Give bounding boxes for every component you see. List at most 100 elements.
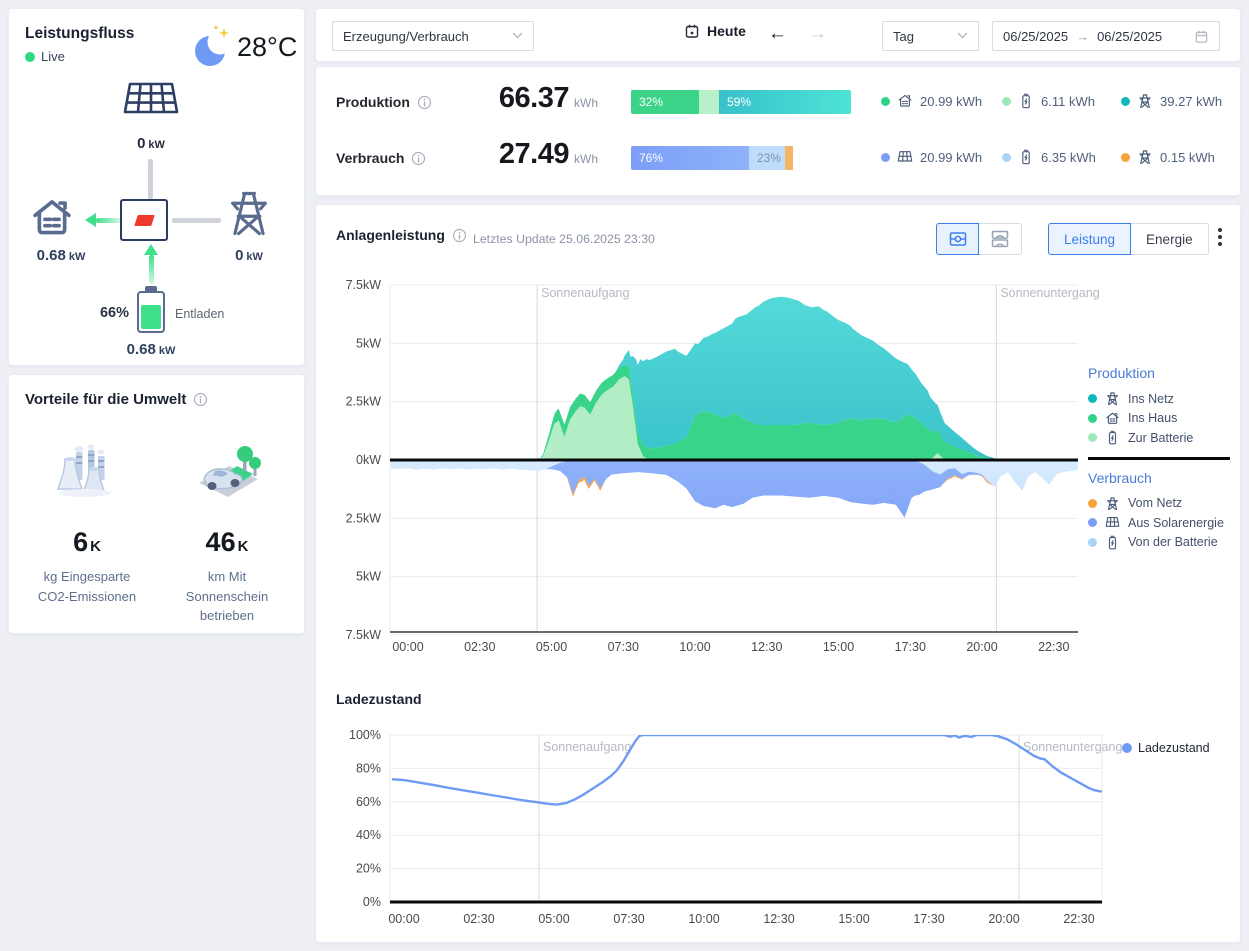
- stat-value: 20.99 kWh: [920, 93, 983, 109]
- temperature: 28°C: [237, 32, 298, 62]
- date-range-picker[interactable]: 06/25/2025 → 06/25/2025: [992, 21, 1220, 51]
- svg-text:02:30: 02:30: [464, 640, 495, 654]
- legend-label: Vom Netz: [1128, 496, 1183, 511]
- pylon-icon: [1105, 496, 1120, 511]
- summary-card: Produktion 66.37 kWh 32% 59% 20.99 kWh 6.11…: [315, 66, 1241, 196]
- soc-chart-title: Ladezustand: [336, 691, 422, 707]
- date-range-arrow-icon: →: [1076, 28, 1090, 44]
- svg-text:12:30: 12:30: [751, 640, 782, 654]
- info-icon[interactable]: [452, 228, 467, 243]
- svg-text:20%: 20%: [356, 862, 381, 876]
- stat-value: 39.27 kWh: [1160, 93, 1223, 109]
- legend-dot-icon: [1088, 394, 1097, 404]
- legend-item-zur-batterie[interactable]: Zur Batterie: [1088, 428, 1244, 448]
- legend-production-header: Produktion: [1088, 365, 1155, 381]
- house-icon: [1105, 411, 1120, 426]
- house-icon: [29, 195, 75, 246]
- solar-panel-icon: [897, 149, 913, 165]
- consumption-total: 27.49 kWh: [498, 138, 598, 170]
- house-icon: [897, 93, 913, 109]
- power-flow-title: Leistungsfluss: [25, 25, 135, 42]
- consumption-bar: 76% 23%: [631, 146, 851, 170]
- svg-text:12:30: 12:30: [763, 912, 794, 926]
- legend-item-ins-haus[interactable]: Ins Haus: [1088, 409, 1244, 429]
- production-stats: 20.99 kWh 6.11 kWh 39.27 kWh: [881, 93, 1222, 109]
- battery-soc: 66%: [99, 305, 129, 321]
- tab-energie[interactable]: Energie: [1131, 223, 1209, 255]
- live-label: Live: [41, 49, 65, 64]
- stat-item-pylon-icon-0: 39.27 kWh: [1121, 93, 1222, 109]
- stat-item-solar-panel-icon-1: 20.99 kWh: [881, 149, 1002, 165]
- legend-item-aus-solarenergie[interactable]: Aus Solarenergie: [1088, 513, 1244, 533]
- combined-chart-button[interactable]: [936, 223, 979, 255]
- next-day-button[interactable]: →: [808, 23, 827, 44]
- soc-line-series: [391, 735, 1102, 806]
- power-flow-card: Leistungsfluss Live 28°C 0 kW 0.68 kW 0 kW …: [8, 8, 305, 366]
- calendar-icon: [1194, 29, 1209, 44]
- stat-value: 6.35 kWh: [1041, 149, 1096, 165]
- info-icon[interactable]: [411, 151, 426, 166]
- svg-text:40%: 40%: [356, 828, 381, 842]
- svg-text:02:30: 02:30: [463, 912, 494, 926]
- svg-text:7.5kW: 7.5kW: [346, 628, 382, 642]
- area-series-ins-netz: [390, 296, 1078, 460]
- bar-segment-23%: 23%: [749, 146, 785, 170]
- house-value: 0.68 kW: [36, 247, 86, 264]
- stat-value: 0.15 kWh: [1160, 149, 1215, 165]
- svg-text:2.5kW: 2.5kW: [346, 511, 382, 525]
- svg-text:22:30: 22:30: [1063, 912, 1094, 926]
- svg-text:10:00: 10:00: [688, 912, 719, 926]
- area-series-von-der-batterie: [390, 460, 1078, 491]
- moon-icon: [191, 23, 235, 74]
- svg-text:5kW: 5kW: [356, 336, 381, 350]
- info-icon[interactable]: [417, 95, 432, 110]
- svg-text:05:00: 05:00: [538, 912, 569, 926]
- area-series-ins-haus: [390, 364, 1078, 460]
- soc-legend-item[interactable]: Ladezustand: [1122, 741, 1210, 755]
- area-series-aus-solarenergie: [390, 460, 1078, 518]
- kebab-menu-icon[interactable]: [1214, 224, 1226, 250]
- svg-text:2.5kW: 2.5kW: [346, 395, 382, 409]
- legend-label: Ins Haus: [1128, 411, 1178, 426]
- consumption-label: Verbrauch: [336, 150, 426, 166]
- svg-text:20:00: 20:00: [966, 640, 997, 654]
- info-icon[interactable]: [193, 392, 208, 407]
- stat-item-house-icon-0: 20.99 kWh: [881, 93, 1002, 109]
- chevron-down-icon: [512, 32, 523, 40]
- sunset-line-label: Sonnenuntergang: [1000, 286, 1099, 300]
- svg-text:15:00: 15:00: [823, 640, 854, 654]
- prev-day-button[interactable]: ←: [768, 23, 787, 44]
- solar-value: 0 kW: [137, 135, 165, 152]
- solar-car-icon: [195, 441, 261, 510]
- split-chart-button[interactable]: [979, 223, 1022, 255]
- flow-arrow-from-battery-tail: [148, 255, 154, 284]
- svg-text:7.5kW: 7.5kW: [346, 278, 382, 292]
- solar-panel-icon: [123, 81, 179, 128]
- pylon-icon: [1105, 391, 1120, 406]
- legend-label: Aus Solarenergie: [1128, 515, 1224, 530]
- svg-text:07:30: 07:30: [608, 640, 639, 654]
- svg-text:5kW: 5kW: [356, 570, 381, 584]
- panel-icon: [1105, 515, 1120, 530]
- date-from: 06/25/2025: [1003, 28, 1069, 44]
- chart-view-toggle: [936, 223, 1022, 255]
- charts-svg: 7.5kW 5kW 2.5kW 0kW 2.5kW 5kW 7.5kW Sonnenaufga…: [346, 278, 1123, 926]
- view-select[interactable]: Erzeugung/Verbrauch: [332, 21, 534, 51]
- consumption-stats: 20.99 kWh 6.35 kWh 0.15 kWh: [881, 149, 1215, 165]
- legend-label: Von der Batterie: [1128, 535, 1218, 550]
- calendar-today-icon: [684, 23, 700, 39]
- svg-text:10:00: 10:00: [679, 640, 710, 654]
- tab-leistung[interactable]: Leistung: [1048, 223, 1132, 255]
- pylon-icon: [1137, 93, 1153, 109]
- sunrise-line-label: Sonnenaufgang: [541, 286, 629, 300]
- stat-dot-icon: [1121, 96, 1130, 106]
- grid-pylon-icon: [223, 187, 275, 244]
- today-button[interactable]: Heute: [684, 23, 746, 39]
- legend-item-von-der-batterie[interactable]: Von der Batterie: [1088, 533, 1244, 553]
- stat-item-battery-icon-0: 6.11 kWh: [1002, 93, 1121, 109]
- legend-item-vom-netz[interactable]: Vom Netz: [1088, 494, 1244, 514]
- period-select[interactable]: Tag: [882, 21, 979, 51]
- stat-value: 6.11 kWh: [1041, 93, 1095, 109]
- legend-item-ins-netz[interactable]: Ins Netz: [1088, 389, 1244, 409]
- area-series-zur-batterie: [390, 376, 1078, 460]
